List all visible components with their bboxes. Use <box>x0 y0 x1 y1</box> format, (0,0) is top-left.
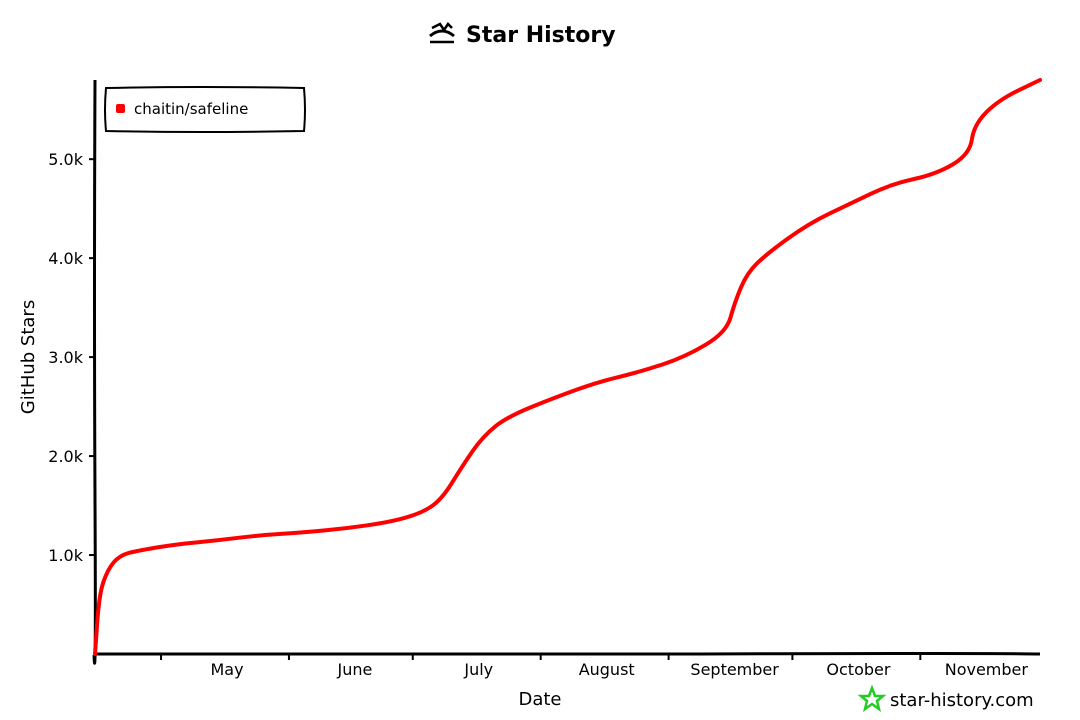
chart-title-group: Star History <box>429 22 616 48</box>
chart-title: Star History <box>466 23 616 48</box>
y-axis-label: GitHub Stars <box>18 300 39 414</box>
x-tick-label: September <box>690 660 779 679</box>
legend-box <box>104 86 306 133</box>
y-tick-label: 4.0k <box>48 249 83 268</box>
y-axis-line <box>92 79 97 665</box>
x-axis-line <box>93 652 1041 656</box>
legend: chaitin/safeline <box>104 86 306 133</box>
x-tick-label: October <box>826 660 890 679</box>
y-tick-label: 3.0k <box>48 348 83 367</box>
y-tick-label: 1.0k <box>48 546 83 565</box>
legend-swatch <box>116 104 125 113</box>
y-tick-label: 5.0k <box>48 150 83 169</box>
x-axis-label: Date <box>518 689 561 710</box>
x-tick-label: November <box>945 660 1029 679</box>
watermark-text: star-history.com <box>890 690 1034 711</box>
watermark[interactable]: star-history.com <box>857 684 1034 712</box>
x-tick-label: June <box>337 660 373 679</box>
legend-label: chaitin/safeline <box>134 100 248 118</box>
y-axis-ticks: 1.0k 2.0k 3.0k 4.0k 5.0k <box>48 150 95 565</box>
series-line-chaitin-safeline <box>93 78 1042 656</box>
x-tick-label: May <box>211 660 244 679</box>
star-history-logo-icon <box>429 22 455 44</box>
y-tick-label: 2.0k <box>48 447 83 466</box>
x-axis-ticks: May June July August September October Novembe… <box>160 654 1029 679</box>
star-icon <box>857 684 887 712</box>
x-tick-label: August <box>579 660 635 679</box>
x-tick-label: July <box>463 660 493 679</box>
